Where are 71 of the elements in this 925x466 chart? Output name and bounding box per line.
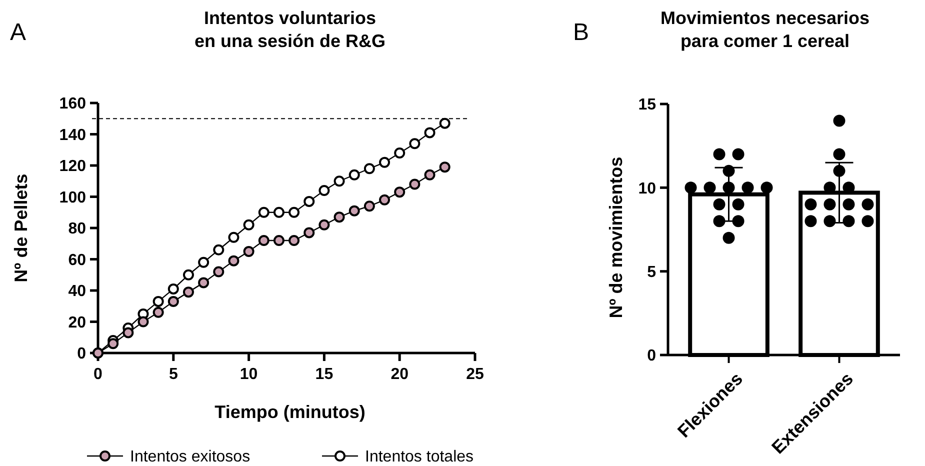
point xyxy=(258,235,270,246)
y-tick-label: 80 xyxy=(68,220,86,238)
text: B xyxy=(573,19,590,46)
point xyxy=(318,219,330,230)
point xyxy=(304,196,315,207)
point xyxy=(288,235,300,246)
point xyxy=(364,200,375,212)
point xyxy=(213,244,224,256)
x-tick-label: 20 xyxy=(390,366,409,383)
point xyxy=(243,246,254,257)
point xyxy=(318,185,330,196)
y-tick-label: 5 xyxy=(647,264,656,281)
point xyxy=(243,219,254,230)
text: A xyxy=(10,19,26,46)
point xyxy=(424,169,436,180)
point xyxy=(304,227,315,238)
y-tick-label: 20 xyxy=(68,314,86,332)
point xyxy=(228,232,240,243)
x-axis-title: Tiempo (minutos) xyxy=(214,402,366,422)
point xyxy=(348,169,360,180)
point xyxy=(348,205,360,216)
point xyxy=(409,178,420,190)
point xyxy=(182,269,194,280)
point xyxy=(273,206,284,218)
point xyxy=(334,212,345,223)
point xyxy=(198,277,210,288)
y-tick-label: 140 xyxy=(59,126,86,144)
y-axis-title: Nº de Pellets xyxy=(11,174,31,282)
legend-label: Intentos exitosos xyxy=(130,448,250,466)
x-tick-label: 5 xyxy=(168,366,178,383)
point xyxy=(364,163,375,174)
point xyxy=(288,206,300,218)
y-tick-label: 60 xyxy=(68,252,86,269)
y-tick-label: 120 xyxy=(59,158,86,176)
point xyxy=(168,296,179,307)
point xyxy=(182,286,194,298)
point xyxy=(439,162,450,173)
y-tick-label: 0 xyxy=(647,348,656,365)
point xyxy=(379,194,390,206)
legend-label: Intentos totales xyxy=(365,448,474,466)
x-tick-label: 10 xyxy=(240,366,258,383)
y-tick-label: 15 xyxy=(638,96,656,114)
point xyxy=(394,186,406,198)
point xyxy=(258,206,270,218)
point xyxy=(228,255,240,266)
point xyxy=(108,338,119,350)
y-tick-label: 0 xyxy=(77,346,86,363)
point xyxy=(439,118,450,129)
point xyxy=(424,127,436,138)
point xyxy=(379,156,390,168)
x-tick-label: 25 xyxy=(466,366,484,383)
y-tick-label: 40 xyxy=(68,283,86,300)
point xyxy=(198,256,210,268)
point xyxy=(409,138,420,150)
point xyxy=(334,176,345,187)
y-tick-label: 160 xyxy=(59,96,86,113)
x-tick-label: 15 xyxy=(315,366,334,383)
point xyxy=(122,327,134,338)
point xyxy=(168,283,179,294)
point xyxy=(152,296,164,307)
point xyxy=(152,306,164,318)
point xyxy=(213,266,224,278)
y-tick-label: 10 xyxy=(638,180,656,198)
chart-title: Intentos voluntarios en una sesión de R&G xyxy=(194,8,386,51)
y-axis-title: Nº de movimientos xyxy=(606,156,626,318)
y-tick-label: 100 xyxy=(59,189,86,206)
point xyxy=(138,316,149,328)
point xyxy=(394,148,406,158)
point xyxy=(273,235,284,246)
chart-title: Movimientos necesarios para comer 1 cereal xyxy=(660,8,870,51)
x-tick-label: 0 xyxy=(94,366,103,383)
